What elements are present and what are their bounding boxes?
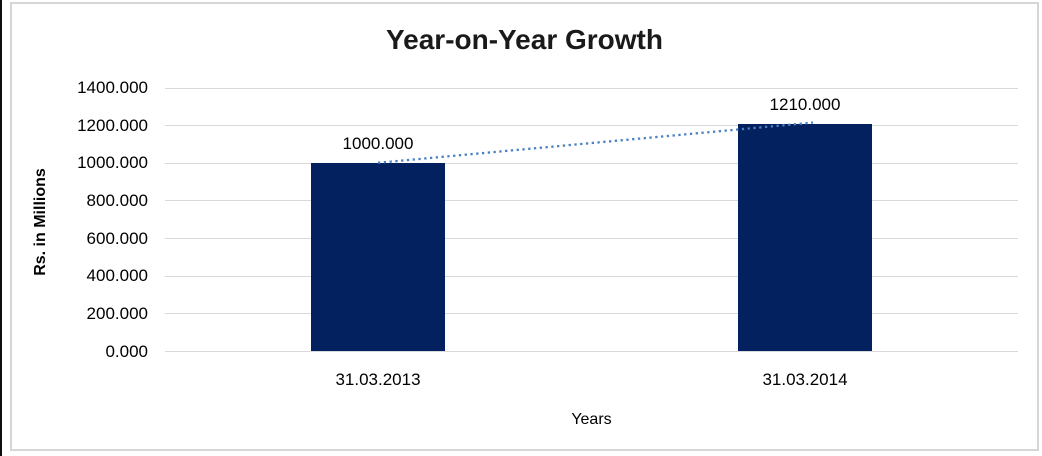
bar-value-label: 1210.000 bbox=[769, 94, 841, 114]
window-left-edge bbox=[0, 0, 2, 456]
gridline-200 bbox=[165, 313, 1018, 315]
bar-value-label: 1000.000 bbox=[342, 134, 414, 154]
y-tick-label: 1000.000 bbox=[77, 153, 148, 173]
y-tick-label: 1400.000 bbox=[77, 78, 148, 97]
x-axis-title: Years bbox=[571, 411, 612, 428]
bar-31.03.2013 bbox=[311, 163, 445, 352]
y-tick-label: 1200.000 bbox=[77, 115, 148, 135]
gridline-1200 bbox=[165, 125, 1018, 127]
y-tick-label: 600.000 bbox=[86, 228, 148, 248]
gridline-600 bbox=[165, 238, 1018, 240]
y-tick-label: 0.000 bbox=[105, 341, 148, 361]
bar-31.03.2014 bbox=[738, 123, 872, 352]
y-tick-label: 200.000 bbox=[86, 303, 148, 323]
chart-title: Year-on-Year Growth bbox=[386, 24, 663, 55]
gridline-1000 bbox=[165, 162, 1018, 164]
y-tick-label: 400.000 bbox=[86, 266, 148, 286]
gridline-0 bbox=[165, 351, 1018, 352]
y-tick-label: 800.000 bbox=[86, 190, 148, 210]
gridline-400 bbox=[165, 275, 1018, 277]
x-tick-label: 31.03.2014 bbox=[762, 370, 848, 389]
y-axis-title: Rs. in Millions bbox=[32, 168, 49, 276]
gridline-800 bbox=[165, 200, 1018, 202]
gridline-1400 bbox=[165, 87, 1018, 89]
x-tick-label: 31.03.2013 bbox=[335, 370, 421, 389]
